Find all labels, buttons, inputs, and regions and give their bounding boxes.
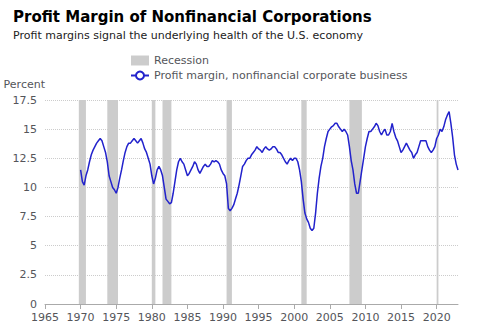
svg-text:Percent: Percent bbox=[4, 78, 46, 91]
svg-text:2020: 2020 bbox=[423, 311, 451, 324]
svg-text:1975: 1975 bbox=[102, 311, 130, 324]
svg-text:2000: 2000 bbox=[280, 311, 308, 324]
svg-text:10: 10 bbox=[23, 181, 37, 194]
svg-text:1985: 1985 bbox=[173, 311, 201, 324]
svg-text:7.5: 7.5 bbox=[20, 210, 38, 223]
svg-text:5: 5 bbox=[30, 239, 37, 252]
svg-text:1980: 1980 bbox=[138, 311, 166, 324]
svg-text:Profit Margin of Nonfinancial: Profit Margin of Nonfinancial Corporatio… bbox=[13, 8, 372, 26]
svg-text:Profit margin, nonfinancial co: Profit margin, nonfinancial corporate bu… bbox=[154, 69, 408, 82]
svg-text:2010: 2010 bbox=[351, 311, 379, 324]
svg-text:1990: 1990 bbox=[209, 311, 237, 324]
svg-text:12.5: 12.5 bbox=[13, 152, 38, 165]
svg-text:17.5: 17.5 bbox=[13, 94, 38, 107]
svg-text:2005: 2005 bbox=[316, 311, 344, 324]
svg-text:0: 0 bbox=[30, 298, 37, 311]
svg-text:1995: 1995 bbox=[245, 311, 273, 324]
svg-text:Profit margins signal the unde: Profit margins signal the underlying hea… bbox=[13, 29, 364, 42]
svg-text:Recession: Recession bbox=[154, 54, 209, 67]
svg-text:1970: 1970 bbox=[67, 311, 95, 324]
svg-text:15: 15 bbox=[23, 123, 37, 136]
svg-text:2015: 2015 bbox=[387, 311, 415, 324]
svg-text:2.5: 2.5 bbox=[20, 268, 38, 281]
svg-text:1965: 1965 bbox=[31, 311, 59, 324]
